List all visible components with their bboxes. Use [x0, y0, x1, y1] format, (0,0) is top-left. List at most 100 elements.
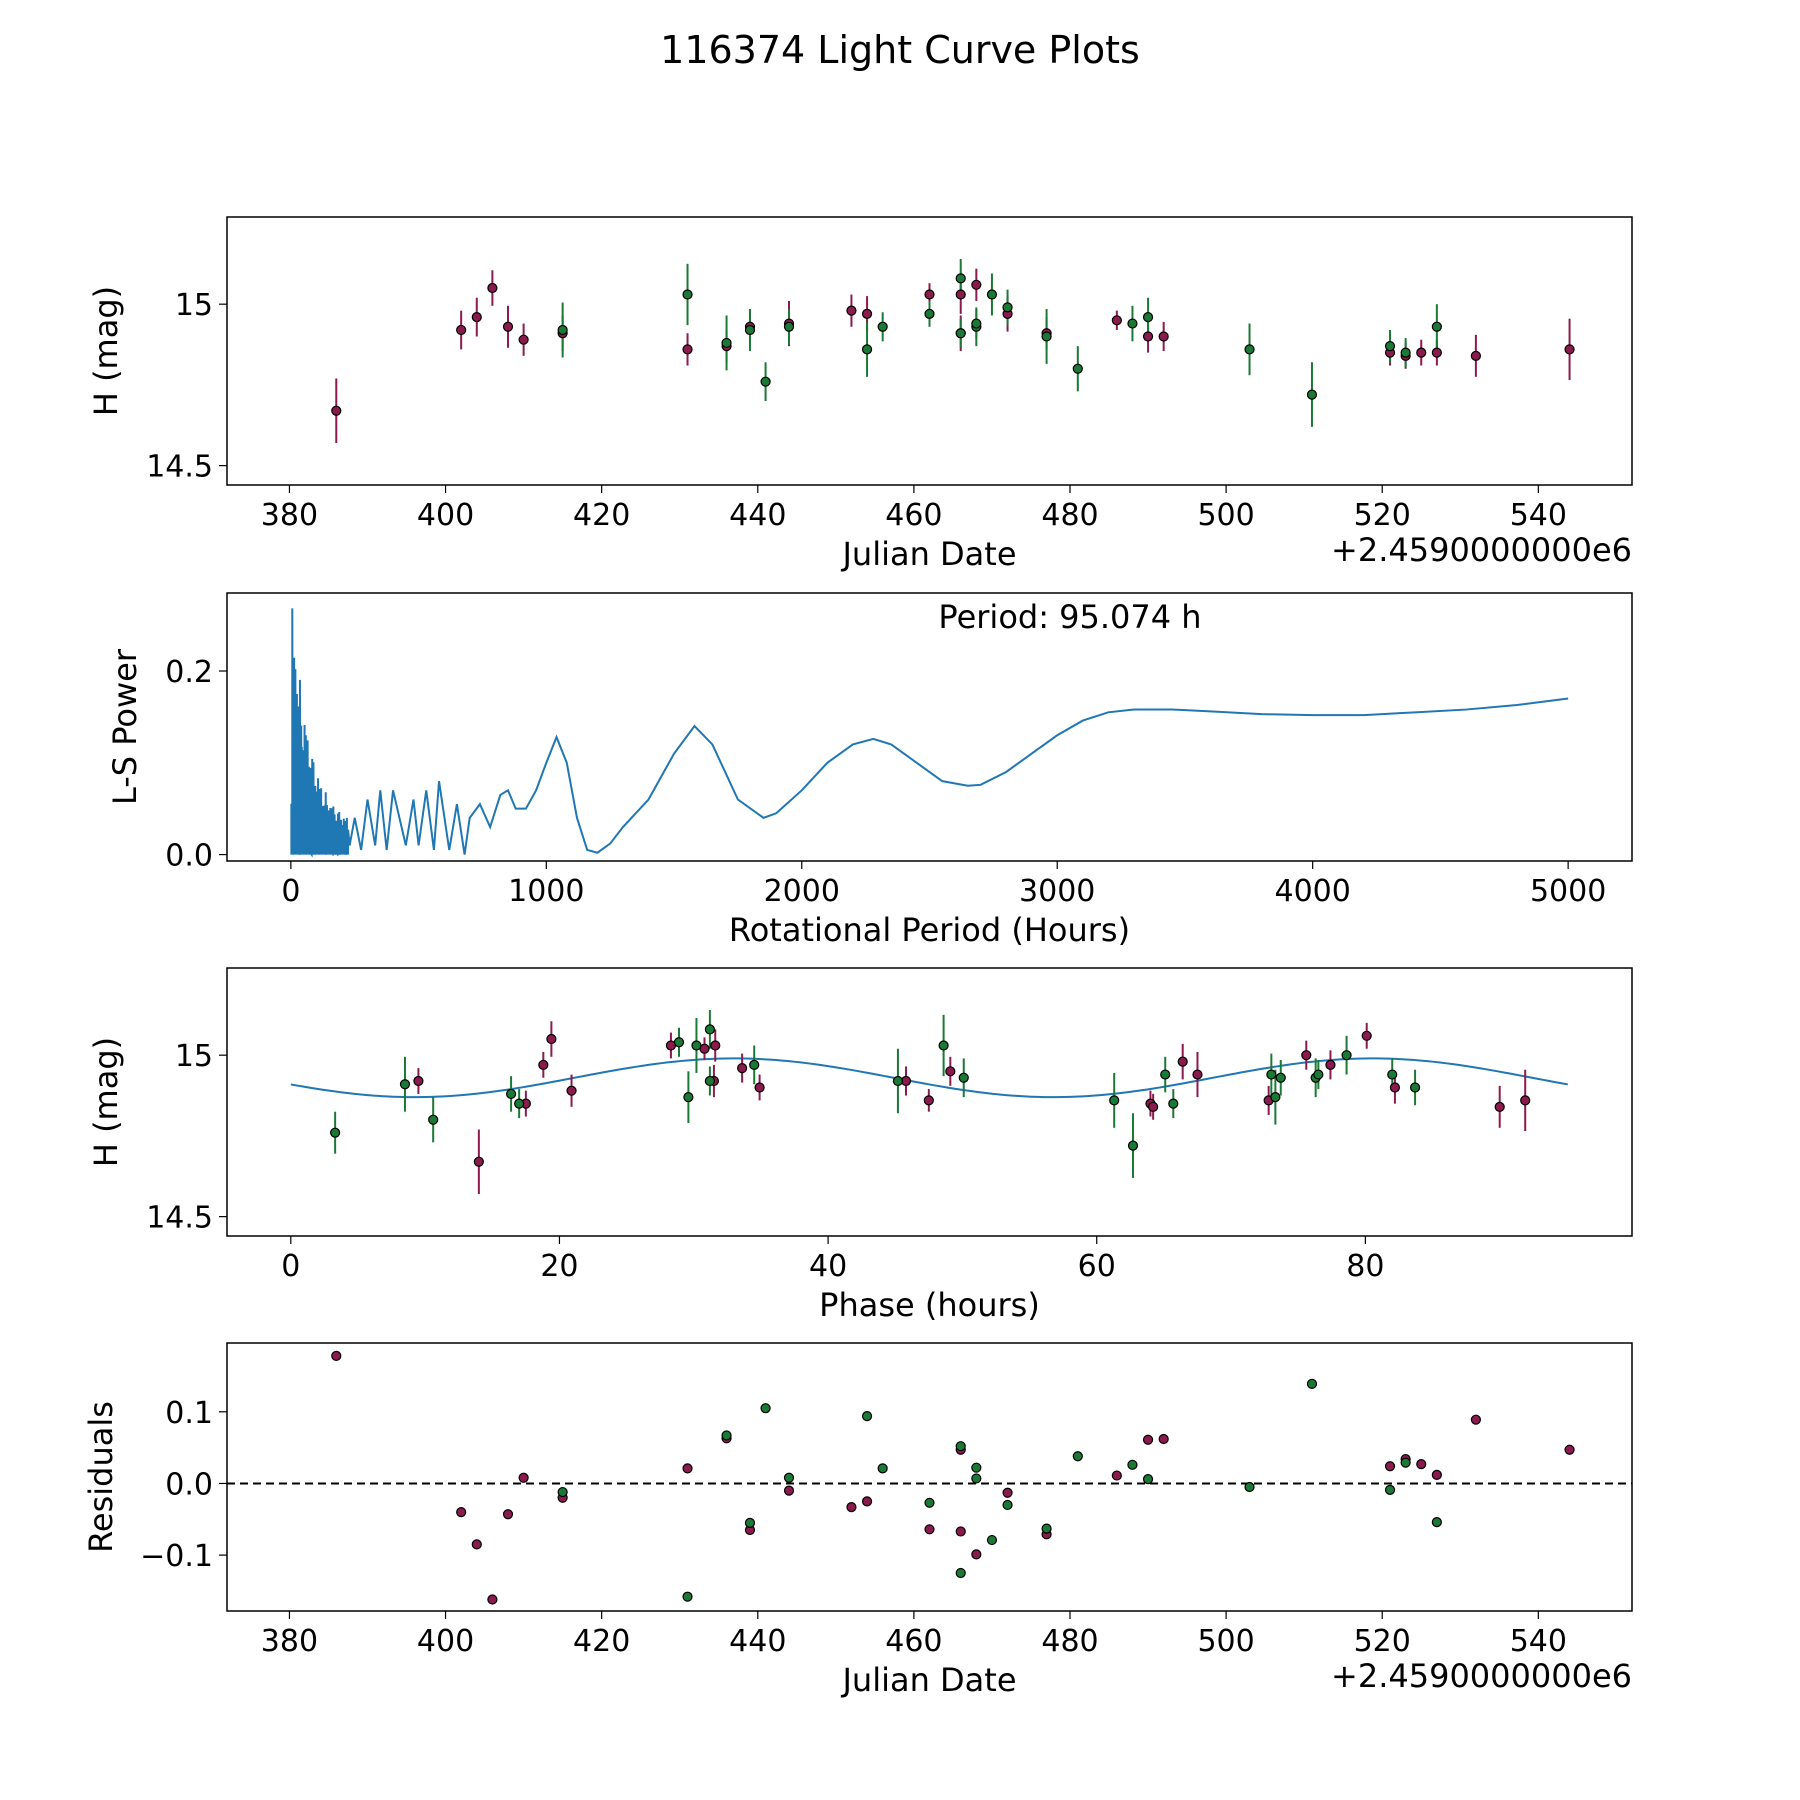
data-point	[892, 1075, 904, 1087]
x-tick-label: 460	[885, 1624, 942, 1659]
y-tick-label: 0.1	[165, 1396, 213, 1431]
y-tick-label: 14.5	[146, 1201, 213, 1236]
data-point	[1002, 1499, 1013, 1511]
y-tick-label: 15	[175, 1039, 213, 1074]
data-point	[1564, 344, 1575, 355]
data-point	[1148, 1101, 1159, 1112]
x-tick-label: 460	[885, 498, 942, 533]
data-point	[456, 1507, 467, 1518]
data-point	[1431, 1517, 1442, 1528]
x-tick-label: 380	[261, 1624, 318, 1659]
data-point	[955, 1441, 966, 1452]
data-point	[1168, 1098, 1179, 1109]
data-point	[1192, 1069, 1203, 1080]
data-point	[744, 1517, 756, 1528]
data-point	[754, 1082, 765, 1093]
plot-area	[331, 258, 1575, 444]
data-point	[557, 324, 568, 336]
x-tick-label: 420	[573, 498, 630, 533]
data-point	[456, 324, 467, 336]
data-point	[1275, 1072, 1286, 1083]
data-point	[955, 328, 966, 339]
x-tick-label: 20	[540, 1249, 578, 1284]
axes-frame	[226, 967, 1633, 1237]
data-point	[744, 324, 756, 336]
data-point	[502, 1509, 514, 1520]
data-point	[682, 289, 693, 300]
data-point	[1160, 1069, 1171, 1080]
plot-area	[290, 1009, 1569, 1195]
data-point	[487, 282, 498, 294]
x-tick-label: 500	[1197, 1624, 1254, 1659]
data-point	[704, 1075, 715, 1087]
data-point	[1409, 1082, 1421, 1093]
data-point	[1431, 321, 1442, 332]
data-point	[331, 1350, 342, 1361]
data-point	[924, 1524, 935, 1535]
data-point	[514, 1098, 525, 1109]
plot-area	[227, 1350, 1632, 1605]
data-point	[487, 1594, 498, 1605]
x-axis-label: Phase (hours)	[819, 1286, 1040, 1324]
data-point	[986, 1534, 998, 1546]
data-point	[924, 1497, 935, 1508]
data-point	[1002, 302, 1013, 313]
x-offset-label: +2.4590000000e6	[1331, 531, 1632, 569]
x-tick-label: 3000	[1019, 874, 1095, 909]
data-point	[1431, 1469, 1442, 1480]
data-point	[1041, 331, 1052, 342]
data-point	[1470, 350, 1481, 361]
data-point	[1109, 1095, 1120, 1106]
data-point	[1142, 1474, 1154, 1485]
data-point	[1142, 331, 1154, 342]
data-point	[861, 1496, 873, 1507]
y-axis-label: H (mag)	[87, 1037, 125, 1167]
data-point	[1127, 1140, 1139, 1151]
data-point	[1142, 311, 1154, 323]
data-point	[1158, 1433, 1169, 1445]
data-point	[331, 405, 342, 416]
data-point	[1564, 1444, 1575, 1455]
data-point	[1387, 1069, 1398, 1080]
data-point	[1270, 1092, 1281, 1103]
data-point	[330, 1127, 341, 1138]
y-tick-label: 15	[175, 288, 213, 323]
x-tick-label: 40	[809, 1249, 847, 1284]
y-tick-label: 0.2	[165, 655, 213, 690]
panel-phased-curve: 0 20 40 60 80 14.5 15 Phase (hours) H (mag)	[87, 967, 1633, 1324]
data-point	[1520, 1095, 1531, 1106]
y-axis-label: H (mag)	[87, 286, 125, 416]
data-point	[673, 1037, 685, 1048]
x-tick-label: 400	[417, 1624, 474, 1659]
data-point	[955, 1526, 966, 1537]
data-point	[502, 321, 514, 332]
periodogram-line	[290, 608, 1569, 858]
data-point	[1361, 1030, 1372, 1041]
data-point	[1389, 1082, 1401, 1093]
y-tick-label: 14.5	[146, 450, 213, 485]
x-tick-label: 4000	[1275, 874, 1351, 909]
data-point	[682, 1591, 693, 1602]
x-tick-label: 500	[1197, 498, 1254, 533]
x-tick-label: 440	[729, 1624, 786, 1659]
data-point	[1072, 1451, 1083, 1462]
data-point	[760, 1403, 771, 1414]
x-tick-label: 480	[1041, 498, 1098, 533]
data-point	[721, 1430, 732, 1441]
data-point	[1306, 389, 1318, 400]
y-tick-label: 0.0	[165, 1467, 213, 1502]
x-tick-label: 440	[729, 498, 786, 533]
data-point	[710, 1040, 721, 1051]
x-tick-label: 520	[1354, 498, 1411, 533]
period-annotation: Period: 95.074 h	[938, 598, 1201, 636]
data-point	[691, 1040, 702, 1051]
x-tick-label: 540	[1510, 1624, 1567, 1659]
data-point	[399, 1079, 411, 1090]
x-axis-label: Rotational Period (Hours)	[729, 911, 1130, 949]
data-point	[1041, 1523, 1052, 1534]
data-point	[846, 1501, 857, 1513]
data-point	[1111, 315, 1122, 326]
data-point	[861, 344, 873, 355]
data-point	[566, 1085, 577, 1096]
data-point	[971, 279, 982, 290]
